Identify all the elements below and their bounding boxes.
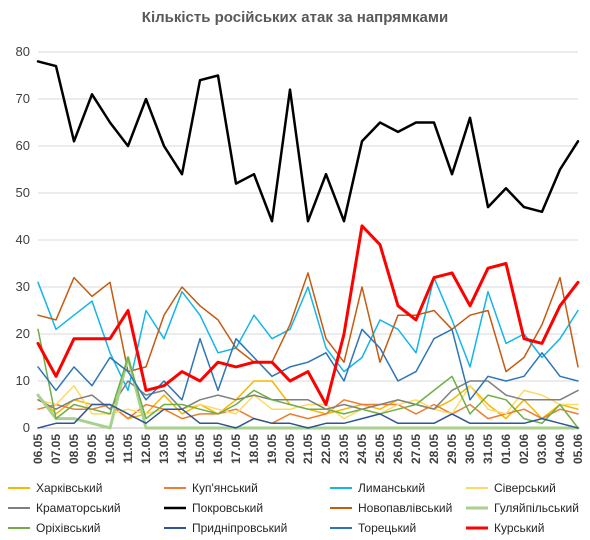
legend-item: Сіверський xyxy=(466,481,556,495)
x-tick-label: 26.05 xyxy=(391,434,405,464)
x-tick-label: 31.05 xyxy=(481,434,495,464)
x-tick-label: 24.05 xyxy=(355,434,369,464)
x-tick-label: 11.05 xyxy=(121,434,135,464)
series-line-11 xyxy=(37,328,579,401)
x-tick-label: 22.05 xyxy=(319,434,333,464)
x-tick-label: 05.06 xyxy=(571,434,585,464)
y-tick-label: 70 xyxy=(16,91,30,106)
x-tick-label: 02.06 xyxy=(517,434,531,464)
x-tick-label: 03.06 xyxy=(535,434,549,464)
legend-label: Покровський xyxy=(192,501,263,515)
legend-label: Куп'янський xyxy=(192,481,258,495)
legend-item: Харківський xyxy=(8,481,102,495)
legend-label: Курський xyxy=(494,521,544,535)
x-tick-label: 12.05 xyxy=(139,434,153,464)
legend: Харківський Куп'янський Лиманський Сіверськ… xyxy=(8,481,579,535)
x-tick-label: 04.06 xyxy=(553,434,567,464)
legend-label: Новопавлівський xyxy=(358,501,452,515)
x-tick-label: 08.05 xyxy=(67,434,81,464)
series-lines xyxy=(36,60,580,430)
series-line-12 xyxy=(36,224,580,406)
x-tick-label: 15.05 xyxy=(193,434,207,464)
legend-item: Торецький xyxy=(330,521,416,535)
x-tick-label: 14.05 xyxy=(175,434,189,464)
y-axis-ticks: 0 10 20 30 40 50 60 70 80 xyxy=(16,44,30,435)
x-tick-label: 01.06 xyxy=(499,434,513,464)
legend-label: Придніпровський xyxy=(192,521,287,535)
legend-label: Сіверський xyxy=(494,481,556,495)
series-line-8 xyxy=(36,356,580,430)
legend-item: Покровський xyxy=(164,501,263,515)
x-tick-label: 20.05 xyxy=(283,434,297,464)
legend-label: Оріхівський xyxy=(36,521,101,535)
x-tick-label: 21.05 xyxy=(301,434,315,464)
legend-label: Лиманський xyxy=(358,481,425,495)
x-tick-label: 06.05 xyxy=(31,434,45,464)
legend-item: Лиманський xyxy=(330,481,425,495)
series-line-4 xyxy=(37,384,579,420)
series-line-6 xyxy=(36,60,580,223)
x-tick-label: 29.05 xyxy=(445,434,459,464)
chart-title: Кількість російських атак за напрямками xyxy=(142,9,448,26)
legend-item: Краматорський xyxy=(8,501,121,515)
x-tick-label: 30.05 xyxy=(463,434,477,464)
y-tick-label: 60 xyxy=(16,138,30,153)
legend-label: Харківський xyxy=(36,481,102,495)
x-tick-label: 13.05 xyxy=(157,434,171,464)
y-tick-label: 10 xyxy=(16,373,30,388)
y-tick-label: 50 xyxy=(16,185,30,200)
series-line-9 xyxy=(37,328,579,429)
y-tick-label: 80 xyxy=(16,44,30,59)
y-tick-label: 0 xyxy=(23,420,30,435)
legend-item: Новопавлівський xyxy=(330,501,452,515)
x-tick-label: 16.05 xyxy=(211,434,225,464)
y-tick-label: 40 xyxy=(16,232,30,247)
legend-item: Гуляйпільський xyxy=(466,501,579,515)
x-tick-label: 18.05 xyxy=(247,434,261,464)
series-line-10 xyxy=(37,403,579,429)
series-line-5 xyxy=(37,380,579,410)
x-tick-label: 10.05 xyxy=(103,434,117,464)
legend-item: Придніпровський xyxy=(164,521,287,535)
legend-item: Курський xyxy=(466,521,544,535)
series-line-2 xyxy=(37,399,579,425)
x-tick-label: 23.05 xyxy=(337,434,351,464)
legend-label: Гуляйпільський xyxy=(494,501,579,515)
x-tick-label: 28.05 xyxy=(427,434,441,464)
x-tick-label: 19.05 xyxy=(265,434,279,464)
y-tick-label: 30 xyxy=(16,279,30,294)
x-tick-label: 27.05 xyxy=(409,434,423,464)
legend-item: Куп'янський xyxy=(164,481,258,495)
legend-item: Оріхівський xyxy=(8,521,101,535)
x-tick-label: 25.05 xyxy=(373,434,387,464)
legend-label: Торецький xyxy=(358,521,416,535)
x-tick-label: 07.05 xyxy=(49,434,63,464)
x-tick-label: 17.05 xyxy=(229,434,243,464)
x-tick-label: 09.05 xyxy=(85,434,99,464)
legend-label: Краматорський xyxy=(36,501,121,515)
series-line-3 xyxy=(37,276,579,392)
x-axis-ticks: 06.05 07.05 08.05 09.05 10.05 11.05 12.05 13.05… xyxy=(31,434,585,464)
y-tick-label: 20 xyxy=(16,326,30,341)
